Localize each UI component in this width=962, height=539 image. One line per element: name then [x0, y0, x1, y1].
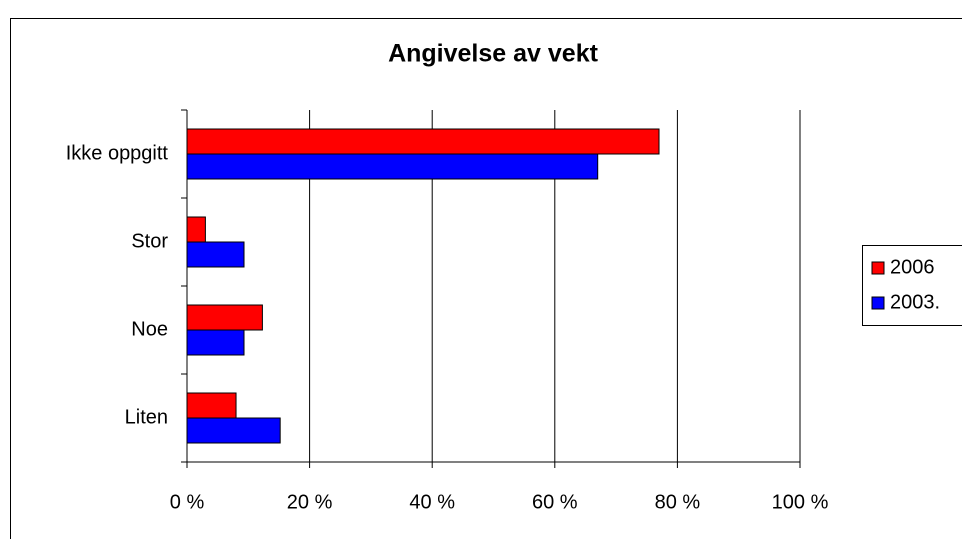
legend-label: 2006: [890, 256, 935, 278]
bar: [186, 241, 245, 268]
x-tick-label: 80 %: [655, 491, 701, 513]
bar: [186, 153, 599, 180]
x-tick-label: 0 %: [170, 491, 205, 513]
x-tick-label: 60 %: [532, 491, 578, 513]
x-tick-label: 40 %: [409, 491, 455, 513]
bar: [186, 216, 206, 243]
y-tick-label: Stor: [131, 230, 168, 252]
bar: [186, 417, 281, 444]
y-tick-label: Liten: [125, 406, 168, 428]
bar: [186, 392, 237, 419]
legend-box: [862, 245, 962, 326]
y-tick-label: Noe: [131, 318, 168, 340]
bar: [186, 304, 263, 331]
chart-title: Angivelse av vekt: [388, 40, 599, 68]
x-tick-label: 20 %: [287, 491, 333, 513]
bar: [186, 329, 245, 356]
y-tick-label: Ikke oppgitt: [66, 142, 169, 164]
legend-swatch: [871, 261, 885, 275]
bar: [186, 128, 660, 155]
chart-frame: [10, 18, 962, 539]
legend-swatch: [871, 296, 885, 310]
x-tick-label: 100 %: [772, 491, 829, 513]
legend-label: 2003.: [890, 291, 940, 313]
